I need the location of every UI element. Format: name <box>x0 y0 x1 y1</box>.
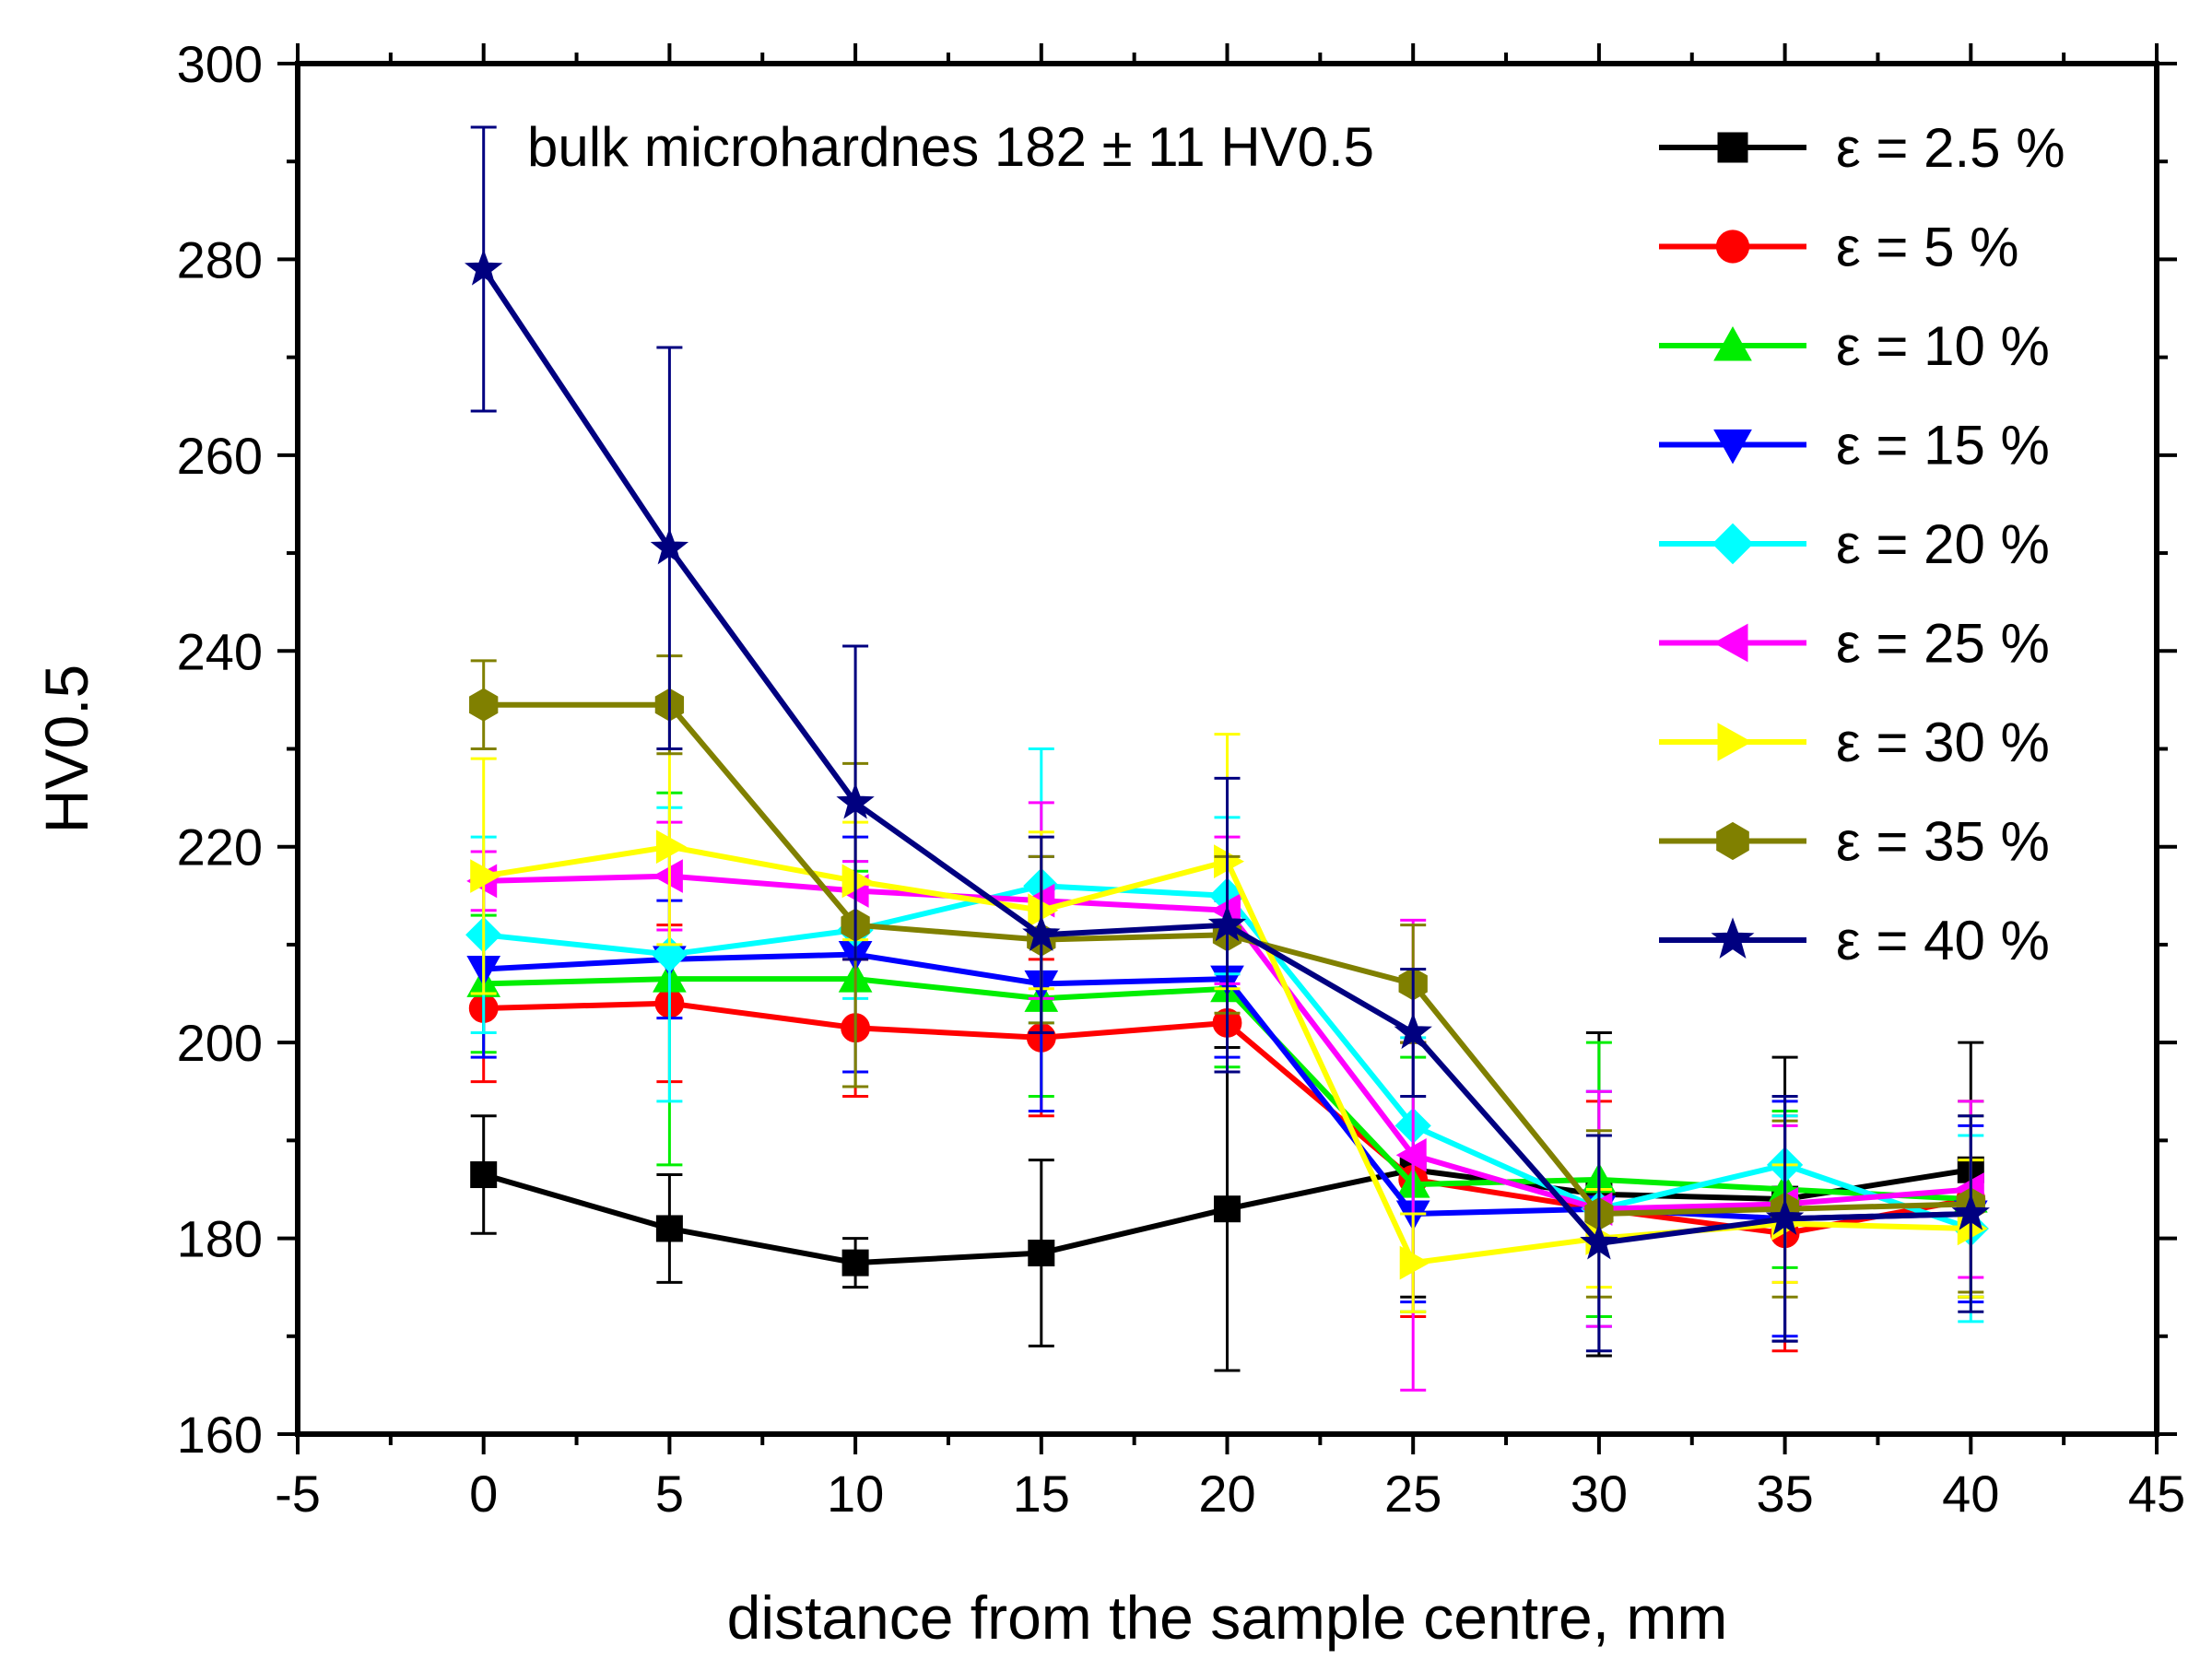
x-tick-label: 10 <box>827 1465 884 1523</box>
data-point <box>1951 1194 1990 1230</box>
data-point <box>465 249 503 286</box>
data-point <box>655 830 687 865</box>
legend-marker <box>1716 821 1749 861</box>
data-point <box>1022 914 1061 951</box>
data-point <box>841 1249 869 1277</box>
x-tick-label: 5 <box>655 1465 684 1523</box>
legend-entry: ε = 15 % <box>1659 415 2050 477</box>
legend-entry: ε = 40 % <box>1659 910 2050 971</box>
legend-label: ε = 30 % <box>1836 712 2050 773</box>
x-tick-label: 30 <box>1571 1465 1628 1523</box>
data-point <box>655 1215 683 1242</box>
data-point <box>1399 1245 1430 1280</box>
x-tick-label: 25 <box>1384 1465 1441 1523</box>
y-tick-label: 240 <box>177 622 263 680</box>
data-point <box>470 1161 498 1189</box>
y-tick-label: 300 <box>177 35 263 93</box>
legend-entry: ε = 20 % <box>1659 513 2050 575</box>
legend-entry: ε = 35 % <box>1659 811 2050 873</box>
data-point <box>651 935 688 973</box>
y-tick-label: 220 <box>177 818 263 877</box>
legend-entry: ε = 2.5 % <box>1659 117 2065 179</box>
legend-label: ε = 5 % <box>1836 217 2019 278</box>
data-point <box>652 859 683 893</box>
legend-marker <box>1713 429 1752 465</box>
y-tick-label: 280 <box>177 230 263 288</box>
y-axis-title: HV0.5 <box>32 665 100 833</box>
bulk-annotation: bulk microhardnes 182 ± 11 HV0.5 <box>527 116 1374 178</box>
x-tick-label: 0 <box>469 1465 498 1523</box>
y-tick-label: 200 <box>177 1014 263 1072</box>
x-tick-label: -5 <box>275 1465 321 1523</box>
legend-marker <box>1717 723 1753 761</box>
data-point <box>1028 893 1059 928</box>
y-tick-label: 180 <box>177 1210 263 1268</box>
legend-marker <box>1712 623 1748 663</box>
legend-label: ε = 2.5 % <box>1836 117 2065 179</box>
legend-label: ε = 25 % <box>1836 613 2050 675</box>
x-tick-label: 35 <box>1756 1465 1813 1523</box>
data-point <box>1394 1012 1432 1050</box>
tick-labels: -5 0 5 10 15 20 25 30 35 40 45 160 180 200 220 240 260 28… <box>177 35 2186 1523</box>
data-point <box>1207 904 1247 942</box>
legend-entry: ε = 5 % <box>1659 217 2019 278</box>
y-tick-label: 260 <box>177 427 263 485</box>
legend-label: ε = 20 % <box>1836 513 2050 575</box>
x-tick-label: 15 <box>1013 1465 1070 1523</box>
data-point <box>1214 1195 1241 1223</box>
data-point <box>1765 1198 1805 1235</box>
legend-label: ε = 15 % <box>1836 415 2050 477</box>
data-point <box>1214 844 1245 878</box>
legend-entry: ε = 25 % <box>1659 613 2050 675</box>
legend-marker <box>1713 325 1752 361</box>
legend: ε = 2.5 % ε = 5 % ε = 10 % ε = 15 % ε = 20 %… <box>1659 117 2065 971</box>
legend-label: ε = 10 % <box>1836 315 2050 377</box>
series-8 <box>465 125 1990 1353</box>
legend-label: ε = 40 % <box>1836 910 2050 971</box>
plot-frame <box>295 61 2159 1437</box>
legend-entry: ε = 30 % <box>1659 712 2050 773</box>
data-point <box>1580 1223 1618 1260</box>
legend-marker <box>1715 229 1750 264</box>
x-tick-label: 40 <box>1942 1465 1999 1523</box>
series-layer <box>465 125 1990 1392</box>
legend-marker <box>1712 523 1754 565</box>
data-point <box>470 859 501 893</box>
y-tick-label: 160 <box>177 1406 263 1464</box>
data-point <box>1028 1240 1055 1267</box>
data-point <box>469 688 499 722</box>
data-point <box>650 528 689 565</box>
legend-entry: ε = 10 % <box>1659 315 2050 377</box>
data-point <box>836 782 875 819</box>
x-tick-label: 20 <box>1198 1465 1255 1523</box>
legend-marker <box>1711 917 1755 959</box>
legend-label: ε = 35 % <box>1836 811 2050 873</box>
legend-marker <box>1717 132 1748 163</box>
series-0 <box>470 1031 1984 1372</box>
x-tick-label: 45 <box>2128 1465 2185 1523</box>
data-point <box>841 864 873 899</box>
data-point <box>1395 1137 1427 1172</box>
x-axis-title: distance from the sample centre, mm <box>727 1583 1728 1652</box>
